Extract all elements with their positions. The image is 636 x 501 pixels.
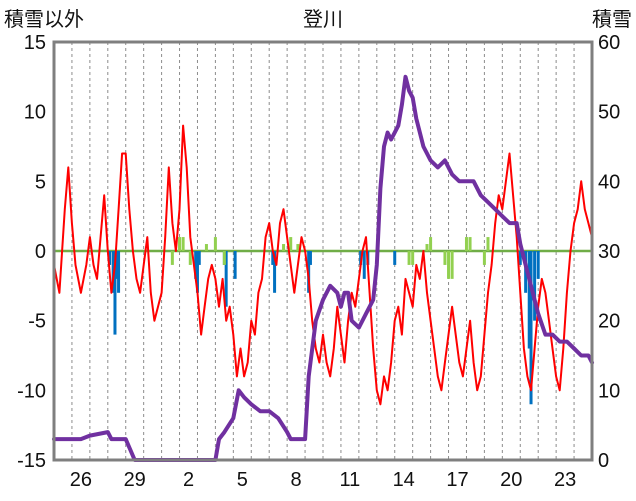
precip_neg-bar bbox=[518, 251, 522, 265]
precip_pos-bar bbox=[482, 251, 486, 265]
precip_neg-bar bbox=[527, 251, 531, 349]
precip_neg-bar bbox=[115, 251, 119, 279]
precip_pos-bar bbox=[447, 251, 451, 279]
precip_neg-bar bbox=[271, 251, 275, 265]
y-tick-left: -15 bbox=[17, 450, 46, 472]
chart-title: 登川 bbox=[303, 8, 343, 31]
precip_neg-bar bbox=[273, 251, 277, 293]
x-tick: 2 bbox=[183, 469, 194, 491]
y-tick-left: 5 bbox=[35, 171, 46, 193]
y-tick-left: 15 bbox=[24, 32, 46, 54]
precip_pos-bar bbox=[178, 237, 182, 251]
x-tick: 5 bbox=[237, 469, 248, 491]
y-axis-left-label: 積雪以外 bbox=[4, 8, 84, 31]
x-tick: 23 bbox=[554, 469, 576, 491]
precip_pos-bar bbox=[407, 251, 411, 265]
precip_neg-bar bbox=[108, 251, 112, 265]
precip_pos-bar bbox=[181, 237, 185, 251]
y-tick-left: 10 bbox=[24, 102, 46, 124]
precip_pos-bar bbox=[464, 237, 468, 251]
precip_neg-bar bbox=[224, 251, 228, 307]
precip_pos-bar bbox=[282, 244, 286, 251]
precip_pos-bar bbox=[486, 237, 490, 251]
x-tick: 8 bbox=[291, 469, 302, 491]
precip_neg-bar bbox=[113, 251, 117, 335]
precip_pos-bar bbox=[411, 251, 415, 265]
precip_pos-bar bbox=[213, 237, 217, 251]
precip_pos-bar bbox=[170, 251, 174, 265]
x-tick: 11 bbox=[340, 469, 361, 491]
temperature-line bbox=[53, 124, 593, 406]
precip_pos-bar bbox=[296, 244, 300, 251]
x-tick: 14 bbox=[393, 469, 415, 491]
precip_neg-bar bbox=[529, 251, 533, 405]
y-tick-right: 0 bbox=[598, 450, 609, 472]
series-lines bbox=[52, 74, 594, 462]
x-tick: 29 bbox=[124, 469, 146, 491]
precip_neg-bar bbox=[117, 251, 121, 293]
precip_pos-bar bbox=[468, 237, 472, 251]
plot-frame bbox=[52, 40, 594, 462]
y-tick-right: 10 bbox=[598, 380, 620, 402]
x-tick: 17 bbox=[446, 469, 468, 491]
precip_pos-bar bbox=[425, 244, 429, 251]
precip_pos-bar bbox=[429, 237, 433, 251]
precip_pos-bar bbox=[443, 251, 447, 265]
precip_pos-bar bbox=[188, 251, 192, 265]
x-tick: 20 bbox=[500, 469, 522, 491]
y-tick-left: -10 bbox=[17, 380, 46, 402]
precip_neg-bar bbox=[308, 251, 312, 265]
precip_pos-bar bbox=[289, 237, 293, 251]
precip_neg-bar bbox=[362, 251, 366, 279]
precip_neg-bar bbox=[536, 251, 540, 279]
precip_neg-bar bbox=[533, 251, 537, 321]
precip_neg-bar bbox=[195, 251, 199, 293]
y-tick-right: 30 bbox=[598, 241, 620, 263]
grid bbox=[71, 42, 575, 460]
y-tick-left: 0 bbox=[35, 241, 46, 263]
y-tick-right: 50 bbox=[598, 102, 620, 124]
y-tick-left: -5 bbox=[28, 311, 46, 333]
precip_pos-bar bbox=[450, 251, 454, 279]
precip_neg-bar bbox=[194, 251, 198, 279]
precip_neg-bar bbox=[393, 251, 397, 265]
x-tick: 26 bbox=[70, 469, 92, 491]
y-tick-right: 40 bbox=[598, 171, 620, 193]
precip_pos-bar bbox=[222, 251, 226, 265]
precip_neg-bar bbox=[197, 251, 201, 265]
precip_pos-bar bbox=[204, 244, 208, 251]
y-tick-right: 60 bbox=[598, 32, 620, 54]
y-axis-right-label: 積雪 bbox=[592, 8, 632, 31]
precip_neg-bar bbox=[233, 251, 237, 279]
snow_depth-line bbox=[52, 74, 594, 462]
y-tick-right: 20 bbox=[598, 311, 620, 333]
